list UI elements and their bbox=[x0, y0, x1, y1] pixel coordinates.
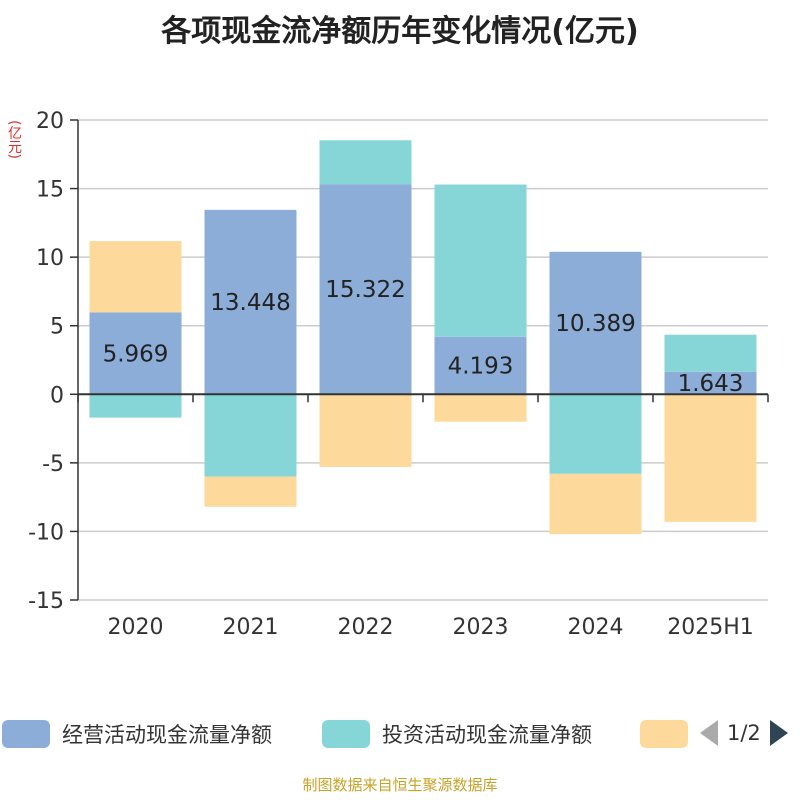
y-tick-label: -5 bbox=[42, 452, 64, 477]
bar-operating-2021 bbox=[204, 209, 297, 395]
legend-item-investing[interactable]: 投资活动现金流量净额 bbox=[322, 712, 592, 756]
bar-investing-2020 bbox=[89, 394, 182, 418]
legend-next-page-icon[interactable] bbox=[769, 720, 788, 746]
y-tick-label: 0 bbox=[50, 383, 64, 408]
legend-item-financing[interactable] bbox=[640, 712, 700, 756]
y-tick-label: -15 bbox=[28, 589, 64, 614]
chart-title: 各项现金流净额历年变化情况(亿元) bbox=[161, 14, 639, 49]
bar-investing-2025H1 bbox=[664, 334, 757, 372]
x-tick-label: 2020 bbox=[108, 615, 164, 640]
legend-swatch-investing bbox=[322, 720, 370, 748]
data-label-operating-2023: 4.193 bbox=[448, 354, 514, 380]
legend-prev-page-icon[interactable] bbox=[700, 720, 718, 746]
x-tick-label: 2021 bbox=[223, 615, 279, 640]
data-source-note: 制图数据来自恒生聚源数据库 bbox=[302, 776, 498, 794]
bar-financing-2024 bbox=[549, 473, 642, 535]
x-tick-label: 2024 bbox=[568, 615, 624, 640]
bar-operating-2025H1 bbox=[664, 371, 757, 395]
bar-financing-2023 bbox=[434, 394, 527, 422]
legend-swatch-financing bbox=[640, 720, 688, 748]
legend-item-operating[interactable]: 经营活动现金流量净额 bbox=[2, 712, 272, 756]
bar-operating-2022 bbox=[319, 184, 412, 395]
bar-investing-2021 bbox=[204, 394, 297, 477]
bar-investing-2022 bbox=[319, 140, 412, 185]
y-axis-unit-label: (亿元) bbox=[6, 120, 22, 159]
x-tick-label: 2025H1 bbox=[667, 615, 754, 640]
y-tick-label: -10 bbox=[28, 520, 64, 545]
x-tick-label: 2023 bbox=[453, 615, 509, 640]
y-tick-label: 15 bbox=[36, 178, 64, 203]
bar-financing-2020 bbox=[89, 241, 182, 313]
data-label-operating-2022: 15.322 bbox=[325, 277, 405, 303]
y-tick-label: 10 bbox=[36, 246, 64, 271]
data-label-operating-2020: 5.969 bbox=[103, 341, 169, 367]
data-label-operating-2024: 10.389 bbox=[555, 311, 635, 337]
y-tick-label: 20 bbox=[36, 109, 64, 134]
legend-pager: 1/2 bbox=[700, 720, 788, 746]
bar-financing-2025H1 bbox=[664, 394, 757, 522]
y-tick-label: 5 bbox=[50, 315, 64, 340]
data-label-operating-2021: 13.448 bbox=[210, 290, 290, 316]
bar-financing-2021 bbox=[204, 476, 297, 507]
data-label-operating-2025H1: 1.643 bbox=[678, 371, 744, 397]
bar-investing-2024 bbox=[549, 394, 642, 474]
legend-page-indicator: 1/2 bbox=[727, 721, 761, 745]
bar-financing-2022 bbox=[319, 394, 412, 467]
legend: 经营活动现金流量净额 投资活动现金流量净额 1/2 bbox=[0, 712, 800, 756]
bar-operating-2023 bbox=[434, 336, 527, 395]
bar-operating-2020 bbox=[89, 312, 182, 395]
legend-label-investing: 投资活动现金流量净额 bbox=[382, 723, 592, 747]
bar-investing-2023 bbox=[434, 184, 527, 337]
legend-swatch-operating bbox=[2, 720, 50, 748]
legend-label-operating: 经营活动现金流量净额 bbox=[62, 723, 272, 747]
bar-operating-2024 bbox=[549, 251, 642, 395]
x-tick-label: 2022 bbox=[338, 615, 394, 640]
